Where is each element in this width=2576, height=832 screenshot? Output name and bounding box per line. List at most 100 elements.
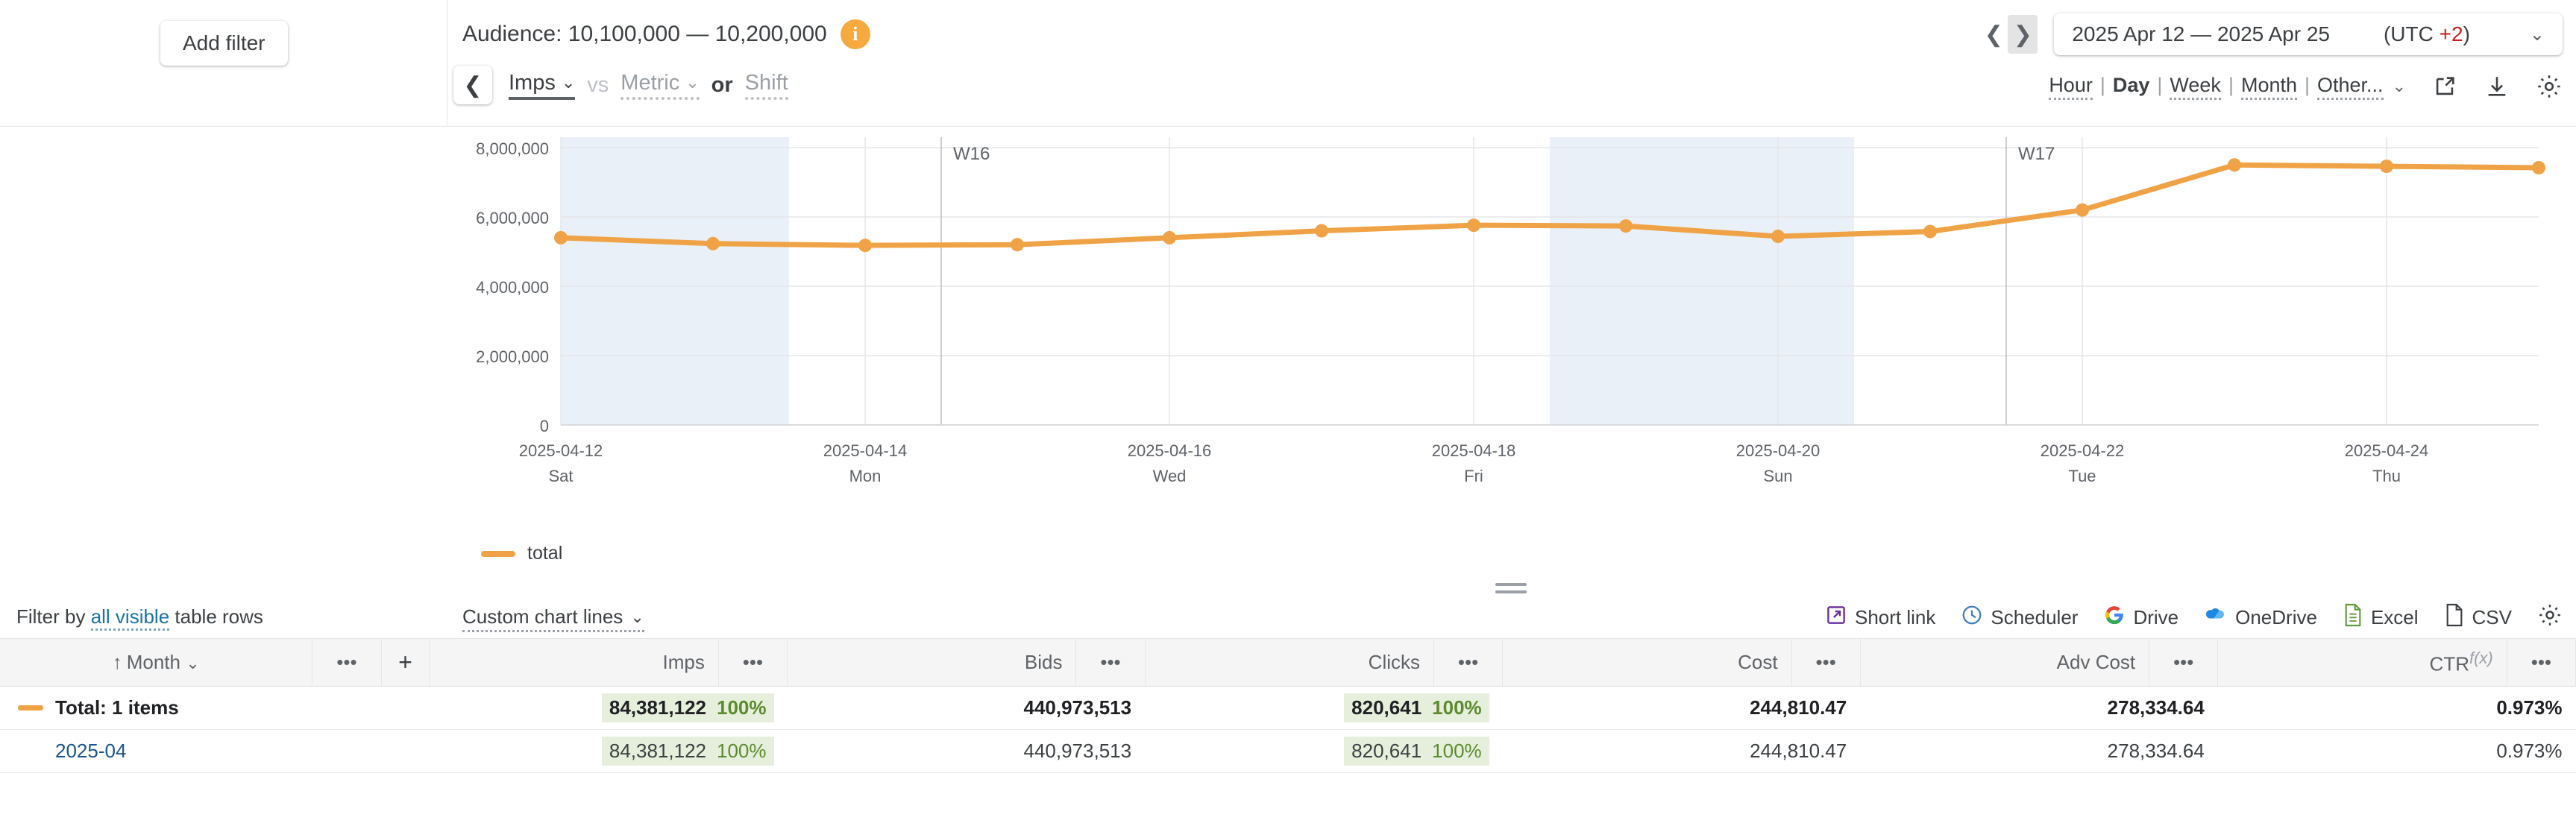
column-menu-bids[interactable]: •••: [1075, 638, 1146, 687]
add-filter-button[interactable]: Add filter: [160, 21, 288, 66]
total-cost-cell: 244,810.47: [1750, 696, 1847, 719]
granularity-other[interactable]: Other...: [2317, 74, 2384, 100]
date-prev-icon[interactable]: ❮: [1984, 22, 2003, 47]
svg-text:Sun: Sun: [1763, 467, 1792, 485]
granularity-month[interactable]: Month: [2240, 74, 2297, 100]
table-row[interactable]: 2025-04 84,381,122 100% 440,973,513 820,6…: [0, 730, 2576, 773]
metric-selector-row: ❮ Imps ⌄ vs Metric ⌄ or Shift: [453, 66, 788, 104]
chevron-down-icon[interactable]: ⌄: [2392, 76, 2406, 95]
column-header-cost[interactable]: Cost: [1502, 638, 1792, 687]
total-clicks-value: 820,641: [1351, 696, 1422, 719]
svg-text:0: 0: [540, 417, 549, 435]
row-imps-value: 84,381,122: [609, 740, 706, 762]
total-adv-cost-cell: 278,334.64: [2107, 696, 2205, 719]
total-imps-pct: 100%: [717, 696, 767, 719]
column-header-adv-cost[interactable]: Adv Cost: [1860, 638, 2150, 687]
column-header-clicks[interactable]: Clicks: [1145, 638, 1435, 687]
row-clicks-cell: 820,641 100%: [1145, 730, 1503, 773]
row-adv-cost-cell: 278,334.64: [2107, 740, 2205, 762]
top-bar: Add filter Audience: 10,100,000 — 10,200…: [0, 0, 2576, 127]
table-total-row: Total: 1 items 84,381,122 100% 440,973,51…: [0, 687, 2576, 730]
csv-button[interactable]: CSV: [2444, 603, 2512, 632]
total-clicks-pct: 100%: [1432, 696, 1482, 719]
shift-option[interactable]: Shift: [744, 71, 788, 100]
metric-primary-dropdown[interactable]: Imps ⌄: [509, 71, 576, 100]
onedrive-button[interactable]: OneDrive: [2204, 604, 2317, 631]
date-range-picker[interactable]: 2025 Apr 12 — 2025 Apr 25 (UTC +2) ⌄: [2054, 13, 2563, 55]
chevron-left-icon[interactable]: ❮: [453, 66, 492, 104]
date-next-icon[interactable]: ❯: [2008, 15, 2038, 54]
column-menu-cost[interactable]: •••: [1791, 638, 1861, 687]
open-external-icon[interactable]: [2431, 73, 2458, 100]
trend-chart[interactable]: 0 2,000,000 4,000,000 6,000,000 8,000,000 202…: [447, 127, 2576, 589]
vs-label: vs: [587, 72, 609, 97]
scheduler-label: Scheduler: [1991, 606, 2079, 628]
excel-button[interactable]: Excel: [2343, 603, 2419, 632]
total-imps-cell: 84,381,122 100%: [430, 687, 788, 730]
gear-icon[interactable]: [2536, 73, 2563, 100]
download-icon[interactable]: [2484, 73, 2510, 100]
column-header-ctr[interactable]: CTRf(x): [2217, 638, 2507, 687]
column-menu-month[interactable]: •••: [312, 638, 382, 687]
column-header-month[interactable]: ↑ Month ⌄: [0, 638, 313, 687]
column-menu-adv-cost[interactable]: •••: [2149, 638, 2219, 687]
svg-text:Sat: Sat: [548, 467, 573, 485]
metric-secondary-dropdown[interactable]: Metric ⌄: [621, 70, 700, 100]
short-link-label: Short link: [1854, 606, 1936, 628]
drive-button[interactable]: Drive: [2103, 604, 2178, 631]
legend-label-total: total: [527, 543, 563, 564]
chevron-down-icon: ⌄: [561, 73, 576, 92]
total-label-cell: Total: 1 items: [0, 687, 430, 730]
column-menu-ctr[interactable]: •••: [2507, 638, 2576, 687]
total-imps-value: 84,381,122: [609, 696, 706, 719]
audience-summary: Audience: 10,100,000 — 10,200,000 i: [462, 19, 870, 49]
svg-text:Wed: Wed: [1153, 467, 1187, 485]
onedrive-label: OneDrive: [2235, 606, 2317, 628]
external-link-icon: [1825, 604, 1847, 631]
table-settings-button[interactable]: [2537, 602, 2563, 633]
svg-text:6,000,000: 6,000,000: [476, 209, 549, 227]
filter-all-visible-link[interactable]: all visible: [90, 605, 170, 631]
total-ctr-cell: 0.973%: [2496, 696, 2563, 719]
granularity-week[interactable]: Week: [2170, 74, 2221, 100]
row-month-link[interactable]: 2025-04: [55, 740, 127, 762]
row-bids-cell: 440,973,513: [1023, 740, 1132, 762]
onedrive-icon: [2204, 604, 2228, 631]
svg-text:2,000,000: 2,000,000: [476, 347, 549, 366]
svg-text:W16: W16: [953, 144, 990, 164]
column-header-bids[interactable]: Bids: [787, 638, 1077, 687]
or-label: or: [711, 72, 733, 97]
svg-text:W17: W17: [2018, 144, 2055, 164]
filter-prefix: Filter by: [16, 605, 91, 628]
granularity-day[interactable]: Day: [2112, 73, 2150, 96]
add-column-button[interactable]: +: [381, 638, 430, 687]
custom-chart-lines-dropdown[interactable]: Custom chart lines ⌄: [462, 605, 644, 632]
svg-text:Thu: Thu: [2372, 467, 2401, 485]
csv-file-icon: [2444, 603, 2465, 632]
granularity-hour[interactable]: Hour: [2049, 74, 2093, 100]
granularity-row: Hour | Day | Week | Month | Other... ⌄: [2049, 73, 2563, 100]
info-icon[interactable]: i: [840, 19, 870, 49]
audience-label: Audience: 10,100,000 — 10,200,000: [462, 22, 827, 46]
row-ctr-cell: 0.973%: [2496, 740, 2563, 762]
scheduler-button[interactable]: Scheduler: [1961, 604, 2078, 631]
chevron-down-icon: ⌄: [685, 73, 700, 92]
total-bids-cell: 440,973,513: [1023, 696, 1132, 719]
column-menu-clicks[interactable]: •••: [1433, 638, 1504, 687]
excel-label: Excel: [2370, 606, 2419, 628]
granularity-selector: Hour | Day | Week | Month | Other... ⌄: [2049, 74, 2406, 100]
panel-resize-handle[interactable]: [1495, 583, 1527, 595]
total-clicks-cell: 820,641 100%: [1145, 687, 1503, 730]
svg-text:Tue: Tue: [2068, 467, 2096, 485]
formula-indicator: f(x): [2469, 649, 2493, 668]
total-label-text: Total: 1 items: [55, 696, 179, 719]
chart-legend[interactable]: total: [481, 543, 562, 564]
short-link-button[interactable]: Short link: [1825, 604, 1935, 631]
column-header-imps[interactable]: Imps: [429, 638, 719, 687]
row-clicks-value: 820,641: [1351, 740, 1422, 762]
row-month-cell: 2025-04: [0, 730, 430, 773]
column-menu-imps[interactable]: •••: [718, 638, 788, 687]
date-range-label: 2025 Apr 12 — 2025 Apr 25: [2072, 22, 2330, 45]
chart-canvas[interactable]: 0 2,000,000 4,000,000 6,000,000 8,000,000 202…: [447, 127, 2576, 589]
metric-secondary-label: Metric: [621, 70, 680, 95]
